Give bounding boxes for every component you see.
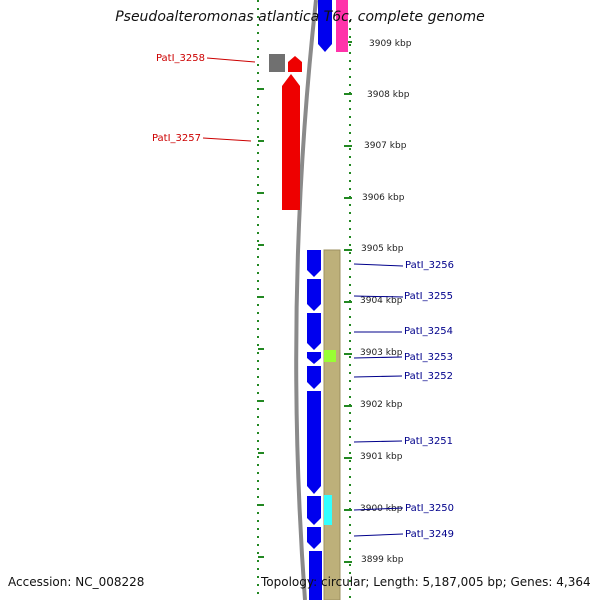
forward-leader-lines	[353, 263, 404, 537]
cyan-feature	[324, 495, 332, 525]
gene-3253	[307, 352, 321, 364]
gene-label-3257[interactable]: PatI_3257	[152, 133, 201, 144]
tick-label: 3909 kbp	[369, 39, 412, 49]
gene-label-3258[interactable]: PatI_3258	[156, 53, 205, 64]
gene-3254	[307, 313, 321, 350]
tick-label: 3901 kbp	[360, 452, 403, 462]
gene-3258	[288, 56, 302, 72]
gene-label-3250[interactable]: PatI_3250	[405, 503, 454, 514]
forward-genes	[307, 250, 322, 600]
gene-3250	[307, 496, 321, 525]
topology-text: Topology: circular; Length: 5,187,005 bp…	[261, 575, 591, 589]
tick-label: 3902 kbp	[360, 400, 403, 410]
gray-feature	[269, 54, 285, 72]
map-title: Pseudoalteromonas atlantica T6c, complet…	[115, 9, 485, 25]
gene-3255	[307, 279, 321, 311]
gene-3249	[307, 527, 321, 549]
tick-label: 3903 kbp	[360, 348, 403, 358]
top-pink-feature	[336, 0, 348, 52]
feature-band	[323, 249, 341, 600]
gene-label-3256[interactable]: PatI_3256	[405, 260, 454, 271]
accession-text: Accession: NC_008228	[8, 575, 145, 589]
gene-label-3251[interactable]: PatI_3251	[404, 436, 453, 447]
gene-label-3255[interactable]: PatI_3255	[404, 291, 453, 302]
scale-labels: 3909 kbp 3908 kbp 3907 kbp 3906 kbp 3905…	[360, 39, 412, 565]
gene-3251	[307, 391, 321, 494]
leader-line-3257	[202, 137, 252, 142]
tick-label: 3907 kbp	[364, 141, 407, 151]
tick-label: 3904 kbp	[360, 296, 403, 306]
gene-label-3254[interactable]: PatI_3254	[404, 326, 453, 337]
gene-label-3252[interactable]: PatI_3252	[404, 371, 453, 382]
top-forward-gene	[318, 0, 332, 52]
gene-3257	[282, 74, 300, 210]
gene-label-3249[interactable]: PatI_3249	[405, 529, 454, 540]
leader-line-3258	[206, 57, 256, 63]
gene-3256	[307, 250, 321, 277]
genome-backbone	[294, 0, 318, 600]
gene-bottom	[309, 551, 322, 600]
tick-label: 3908 kbp	[367, 90, 410, 100]
green-feature	[324, 350, 336, 362]
tick-label: 3899 kbp	[361, 555, 404, 565]
tick-label: 3906 kbp	[362, 193, 405, 203]
forward-gene-labels: PatI_3256 PatI_3255 PatI_3254 PatI_3253 …	[404, 260, 454, 540]
left-track-ticks	[258, 88, 264, 558]
gene-3252	[307, 366, 321, 389]
tick-label: 3905 kbp	[361, 244, 404, 254]
gene-label-3253[interactable]: PatI_3253	[404, 352, 453, 363]
